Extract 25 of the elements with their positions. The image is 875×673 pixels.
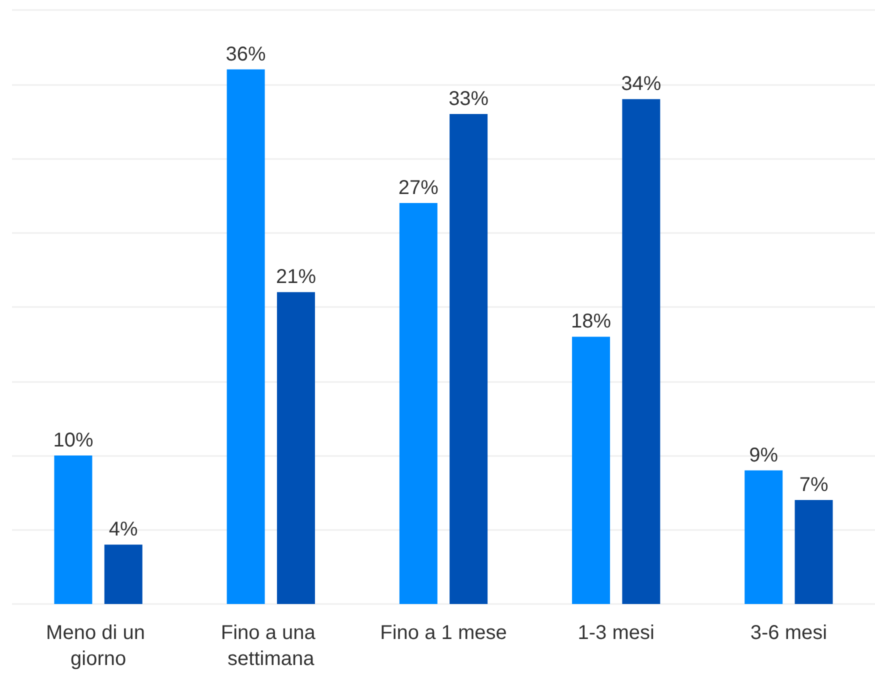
bar: [794, 500, 833, 604]
bar: [399, 203, 438, 604]
bar: [54, 456, 92, 604]
x-tick-label: 1-3 mesi: [578, 622, 654, 644]
x-tick-label: Fino a 1 mese: [380, 622, 507, 644]
data-label: 27%: [398, 177, 439, 200]
x-tick-label: Fino a una settimana: [220, 622, 321, 670]
x-tick-label: 3-6 mesi: [750, 622, 828, 644]
data-label: 36%: [226, 43, 266, 66]
bar: [622, 99, 660, 604]
data-label: 9%: [749, 444, 778, 466]
bar: [104, 544, 142, 604]
bar: [572, 336, 610, 604]
data-label: 7%: [799, 474, 828, 496]
bar: [226, 69, 265, 604]
bar: [450, 114, 488, 604]
data-label: 10%: [53, 430, 94, 452]
x-tick-label: Meno di un giorno: [46, 622, 151, 670]
bar: [744, 470, 783, 604]
data-label: 4%: [108, 518, 138, 541]
data-label: 21%: [276, 266, 316, 288]
data-label: 33%: [448, 88, 489, 110]
bar: [276, 292, 315, 604]
data-label: 18%: [571, 310, 612, 333]
data-label: 34%: [621, 73, 662, 96]
